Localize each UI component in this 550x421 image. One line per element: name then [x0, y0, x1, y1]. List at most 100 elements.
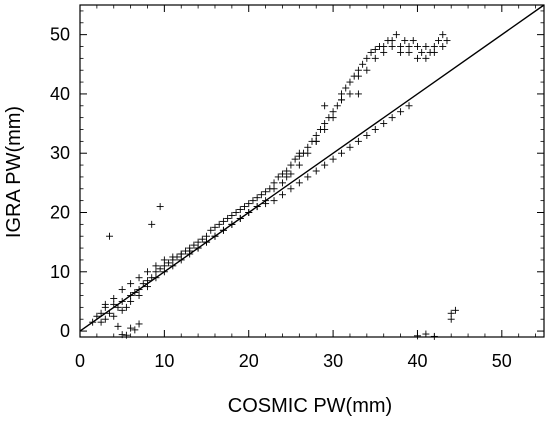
scatter-point: [418, 48, 426, 56]
scatter-point: [278, 170, 286, 178]
scatter-point: [304, 143, 312, 151]
scatter-point: [143, 283, 151, 291]
scatter-point: [401, 37, 409, 45]
scatter-point: [409, 37, 417, 45]
scatter-point: [106, 232, 114, 240]
scatter-point: [321, 120, 329, 128]
x-tick-label: 20: [239, 351, 259, 371]
scatter-point: [262, 200, 270, 208]
x-tick-label: 30: [323, 351, 343, 371]
scatter-point: [283, 173, 291, 181]
reference-line-1to1: [79, 4, 545, 332]
scatter-point: [249, 197, 257, 205]
scatter-point: [430, 48, 438, 56]
scatter-point: [304, 173, 312, 181]
y-tick-label: 50: [50, 25, 70, 45]
scatter-point: [97, 318, 105, 326]
scatter-point: [203, 232, 211, 240]
scatter-point: [97, 309, 105, 317]
scatter-point: [118, 306, 126, 314]
scatter-point: [338, 96, 346, 104]
scatter-point: [135, 286, 143, 294]
scatter-point: [321, 161, 329, 169]
scatter-point: [148, 220, 156, 228]
scatter-point: [354, 90, 362, 98]
scatter-point: [118, 286, 126, 294]
scatter-point: [312, 137, 320, 145]
scatter-point: [346, 90, 354, 98]
scatter-point: [160, 262, 168, 270]
scatter-point: [371, 45, 379, 53]
scatter-point: [139, 280, 147, 288]
scatter-point: [346, 143, 354, 151]
scatter-point: [321, 102, 329, 110]
scatter-point: [131, 326, 139, 334]
scatter-point: [287, 161, 295, 169]
scatter-point: [342, 84, 350, 92]
scatter-point: [245, 200, 253, 208]
scatter-point: [236, 214, 244, 222]
scatter-point: [110, 312, 118, 320]
y-tick-label: 30: [50, 143, 70, 163]
scatter-point: [228, 211, 236, 219]
scatter-point: [371, 126, 379, 133]
scatter-point: [388, 43, 396, 50]
scatter-point: [439, 31, 447, 39]
scatter-point: [118, 297, 126, 305]
scatter-point: [118, 331, 126, 339]
y-axis: 0 10 20 30 40 50: [50, 10, 544, 341]
scatter-point: [329, 155, 337, 163]
scatter-point: [291, 155, 299, 163]
scatter-point: [287, 185, 295, 193]
scatter-point: [278, 179, 286, 187]
scatter-point: [127, 297, 135, 305]
scatter-point: [241, 203, 249, 211]
scatter-point: [101, 300, 109, 308]
scatter-point: [278, 191, 286, 199]
scatter-point: [312, 131, 320, 139]
scatter-point: [447, 309, 455, 317]
scatter-point: [354, 137, 362, 145]
scatter-point: [152, 268, 160, 276]
scatter-point: [245, 209, 253, 216]
scatter-point: [114, 322, 122, 330]
scatter-point: [122, 331, 130, 339]
x-tick-label: 50: [492, 351, 512, 371]
y-tick-label: 10: [50, 262, 70, 282]
scatter-point: [262, 188, 270, 196]
scatter-point: [110, 294, 118, 302]
plot-area: [79, 4, 545, 338]
scatter-point: [270, 179, 278, 187]
scatter-point: [106, 309, 114, 317]
y-tick-label: 20: [50, 203, 70, 223]
scatter-point: [354, 72, 362, 80]
scatter-point: [169, 253, 177, 261]
scatter-point: [127, 324, 135, 332]
scatter-point: [219, 226, 227, 234]
scatter-point: [405, 43, 413, 50]
scatter-point: [257, 191, 265, 199]
x-tick-label: 0: [75, 351, 85, 371]
scatter-point: [363, 66, 371, 74]
scatter-point: [397, 48, 405, 56]
scatter-point: [295, 179, 303, 187]
scatter-point: [321, 126, 329, 133]
scatter-point: [380, 48, 388, 56]
scatter-point: [371, 54, 379, 62]
scatter-point: [135, 320, 143, 328]
scatter-point: [89, 318, 97, 326]
scatter-point: [312, 167, 320, 175]
scatter-point: [397, 43, 405, 50]
scatter-point: [156, 265, 164, 273]
scatter-point: [413, 43, 421, 50]
scatter-point: [211, 232, 219, 240]
scatter-point: [114, 303, 122, 311]
x-axis-title: COSMIC PW(mm): [228, 395, 392, 417]
scatter-point: [190, 241, 198, 249]
scatter-point: [211, 223, 219, 231]
scatter-point: [224, 214, 232, 222]
scatter-point: [304, 149, 312, 157]
scatter-point: [274, 173, 282, 181]
scatter-point: [430, 43, 438, 50]
scatter-point: [295, 149, 303, 157]
